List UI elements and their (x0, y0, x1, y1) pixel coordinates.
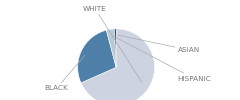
Wedge shape (106, 29, 116, 67)
Text: HISPANIC: HISPANIC (114, 36, 211, 82)
Wedge shape (81, 29, 155, 100)
Wedge shape (78, 30, 116, 83)
Wedge shape (114, 29, 116, 67)
Text: ASIAN: ASIAN (118, 35, 200, 53)
Text: BLACK: BLACK (45, 55, 85, 92)
Text: WHITE: WHITE (83, 6, 142, 83)
